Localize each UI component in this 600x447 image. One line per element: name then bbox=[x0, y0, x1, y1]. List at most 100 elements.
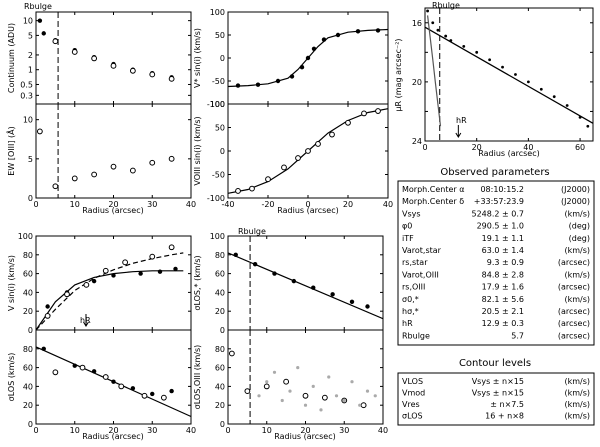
sigma-los-oiii-open-point bbox=[263, 383, 270, 390]
voiii-rot-xtick-label: -40 bbox=[221, 200, 234, 209]
sigma-los-oiii-ytick-label: 0 bbox=[220, 420, 225, 429]
surface-brightness-hr-label: hR bbox=[456, 116, 467, 125]
vstar-rot-filled-point bbox=[255, 82, 261, 87]
continuum-ytick-label: 0.5 bbox=[20, 80, 33, 89]
obs-table-row-value: 5.7 bbox=[511, 331, 524, 340]
v-rot-fit-ytick-label: 20 bbox=[23, 307, 33, 316]
surface-brightness-disk-line bbox=[424, 26, 594, 124]
obs-table-row-label: Varot,star bbox=[402, 246, 442, 255]
voiii-rot-ytick-label: 100 bbox=[210, 100, 225, 109]
ew-oiii-ytick-label: 10 bbox=[23, 116, 33, 125]
obs-table-row-label: Varot,OIII bbox=[402, 270, 439, 279]
ew-oiii-open-point bbox=[110, 163, 117, 170]
surface-brightness-data-point bbox=[431, 21, 435, 25]
sigma-los-star-rbulge-label: Rbulge bbox=[238, 227, 266, 236]
obs-table-row-label: hR bbox=[402, 319, 413, 328]
surface-brightness-ytick-label: 20 bbox=[412, 78, 422, 87]
voiii-rot-xtick-label: 0 bbox=[305, 200, 310, 209]
continuum-open-point bbox=[129, 67, 136, 74]
sigma-los-star-ytick-label: 20 bbox=[215, 307, 225, 316]
sigma-los-oiii-xtick-label: 40 bbox=[378, 426, 388, 435]
contour-table-row-value: Vsys ± n×15 bbox=[472, 377, 524, 386]
voiii-rot-xtick-label: 40 bbox=[383, 200, 393, 209]
sigma-los-fit-open-point bbox=[141, 392, 148, 399]
continuum-filled-point bbox=[37, 18, 43, 23]
sigma-los-star-frame bbox=[227, 235, 384, 331]
ew-oiii-xtick-label: 20 bbox=[108, 200, 118, 209]
sigma-los-oiii-ytick-label: 20 bbox=[215, 401, 225, 410]
v-rot-fit-hr-arrow bbox=[83, 314, 89, 327]
surface-brightness-data-point bbox=[426, 9, 429, 13]
obs-table-row-label: Vsys bbox=[402, 209, 421, 218]
contour-levels-title: Contour levels bbox=[459, 358, 531, 369]
voiii-rot-open-point bbox=[265, 176, 271, 183]
obs-table-row-unit: (arcsec) bbox=[558, 258, 590, 267]
sigma-los-star-panel: 0 20 40 60 80 100 σLOS,* (km/s) Rbulge bbox=[193, 227, 384, 335]
sigma-los-star-model-line bbox=[227, 252, 384, 320]
voiii-rot-open-point bbox=[295, 155, 301, 161]
contour-table-row-label: VLOS bbox=[402, 377, 423, 386]
vstar-rot-filled-point bbox=[299, 65, 305, 70]
sigma-los-fit-ylabel: σLOS (km/s) bbox=[7, 353, 16, 402]
sigma-los-oiii-xlabel: Radius (arcsec) bbox=[274, 432, 336, 441]
voiii-rot-ytick-label: -100 bbox=[207, 194, 225, 203]
obs-table-row-value: 17.9 ± 1.6 bbox=[482, 283, 524, 292]
contour-table-row-label: Vmod bbox=[402, 389, 425, 398]
sigma-los-oiii-scatter-point bbox=[311, 384, 315, 388]
contour-table-row-value: ± n×7.5 bbox=[490, 400, 524, 409]
sigma-los-oiii-open-point bbox=[321, 394, 328, 401]
sigma-los-fit-xtick-label: 0 bbox=[33, 426, 38, 435]
surface-brightness-xtick-label: 20 bbox=[472, 143, 482, 152]
ew-oiii-frame bbox=[35, 103, 192, 199]
contour-levels-box bbox=[397, 372, 595, 426]
v-rot-fit-filled-point bbox=[138, 271, 143, 276]
obs-table-row-unit: (km/s) bbox=[564, 246, 590, 255]
vstar-rot-filled-point bbox=[305, 55, 311, 61]
surface-brightness-data-point bbox=[436, 28, 440, 32]
surface-brightness-data-point bbox=[565, 104, 569, 107]
sigma-los-star-ytick-label: 40 bbox=[215, 288, 225, 297]
voiii-rot-ytick-label: 50 bbox=[215, 124, 225, 133]
sigma-los-oiii-scatter-point bbox=[288, 389, 292, 393]
v-rot-fit-filled-point bbox=[45, 304, 50, 309]
ew-oiii-xtick-label: 10 bbox=[70, 200, 80, 209]
sigma-los-star-filled-point bbox=[272, 271, 277, 276]
sigma-los-fit-ytick-label: 20 bbox=[23, 401, 33, 410]
sigma-los-fit-xtick-label: 30 bbox=[147, 426, 157, 435]
voiii-rot-open-point bbox=[235, 188, 241, 194]
continuum-open-point bbox=[52, 38, 59, 45]
surface-brightness-hr-arrow bbox=[455, 125, 462, 138]
obs-table-row-value: 82.1 ± 5.6 bbox=[482, 295, 524, 304]
obs-table-row-unit: (arcsec) bbox=[558, 319, 590, 328]
sigma-los-oiii-xtick-label: 10 bbox=[262, 426, 272, 435]
vstar-rot-ytick-label: 0 bbox=[220, 54, 225, 63]
v-rot-fit-open-point bbox=[102, 267, 109, 274]
v-rot-fit-open-point bbox=[168, 244, 175, 251]
ew-oiii-xlabel: Radius (arcsec) bbox=[82, 206, 144, 215]
sigma-los-star-filled-point bbox=[330, 292, 335, 297]
sigma-los-fit-open-point bbox=[52, 369, 59, 376]
voiii-rot-open-point bbox=[375, 108, 381, 114]
sigma-los-oiii-scatter-point bbox=[373, 394, 377, 398]
sigma-los-fit-open-point bbox=[102, 374, 109, 380]
surface-brightness-data-point bbox=[526, 80, 530, 84]
voiii-rotation-panel: -40 -20 0 20 40 -100 -50 0 50 100 VOIII sin(i) (k… bbox=[193, 100, 393, 215]
contour-table-row-unit: (km/s) bbox=[564, 400, 590, 409]
surface-brightness-data-point bbox=[514, 73, 517, 76]
obs-table-row-unit: (km/s) bbox=[564, 270, 590, 279]
voiii-rot-open-point bbox=[329, 131, 335, 138]
obs-table-row-unit: (J2000) bbox=[561, 185, 590, 194]
voiii-rot-ytick-label: 0 bbox=[220, 147, 225, 156]
continuum-rbulge-label: Rbulge bbox=[24, 2, 52, 11]
voiii-rotation-xlabel: Radius (arcsec) bbox=[277, 206, 339, 215]
ew-oiii-panel: 0 10 20 30 40 0 5 10 EW [OIII] (Å) Radius (arcs… bbox=[5, 103, 196, 215]
obs-table-row-label: rs,star bbox=[402, 258, 428, 267]
v-rot-fit-filled-point bbox=[91, 278, 97, 284]
contour-table-row-value: Vsys ± n×15 bbox=[472, 389, 524, 398]
contour-table-row-unit: (km/s) bbox=[564, 389, 590, 398]
continuum-ytick-label: 10 bbox=[23, 17, 33, 26]
obs-table-row-label: σ0,* bbox=[402, 295, 419, 304]
ew-oiii-ytick-label: 5 bbox=[28, 155, 33, 164]
obs-table-row-label: rs,OIII bbox=[402, 283, 425, 292]
